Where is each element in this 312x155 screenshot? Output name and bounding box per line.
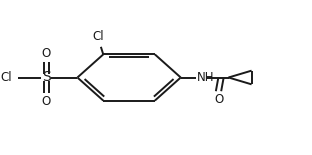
- Text: S: S: [42, 71, 51, 84]
- Text: O: O: [42, 95, 51, 108]
- Text: NH: NH: [197, 71, 214, 84]
- Text: Cl: Cl: [92, 31, 104, 43]
- Text: O: O: [42, 47, 51, 60]
- Text: Cl: Cl: [1, 71, 12, 84]
- Text: O: O: [214, 93, 223, 106]
